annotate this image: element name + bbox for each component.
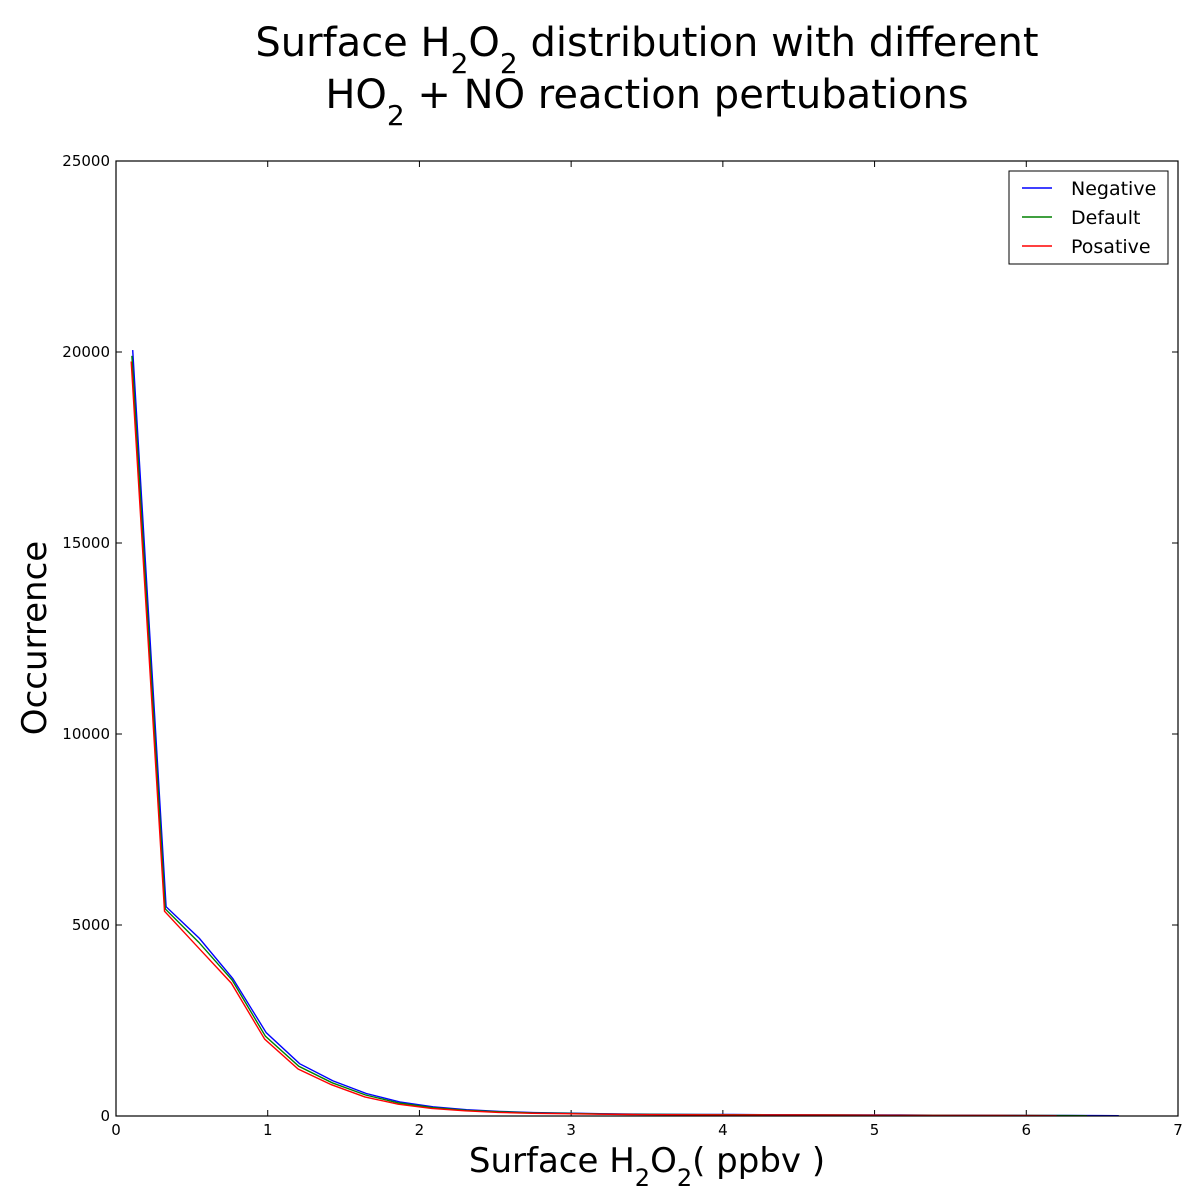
series-line-negative	[132, 350, 1119, 1117]
x-tick-label: 2	[415, 1121, 425, 1139]
series-line-posative	[130, 361, 1057, 1117]
legend: Negative Default Posative	[1008, 170, 1169, 265]
x-tick-label: 4	[718, 1121, 728, 1139]
y-tick-label: 20000	[62, 343, 110, 361]
y-axis-label: Occurrence	[15, 541, 55, 735]
x-tick-label: 5	[870, 1121, 880, 1139]
legend-label-negative: Negative	[1071, 178, 1156, 200]
x-axis-label: Surface H2O2( ppbv )	[469, 1141, 825, 1192]
x-tick-label: 6	[1022, 1121, 1032, 1139]
y-tick-label: 10000	[62, 725, 110, 743]
chart-title-line-2: HO2 + NO reaction pertubations	[325, 72, 968, 132]
axis-ticks: 0 1 2 3 4 5 6 7 0 5000 10000 15000 20000 25000	[62, 152, 1182, 1139]
series-lines	[130, 350, 1119, 1117]
legend-label-posative: Posative	[1071, 236, 1151, 258]
x-tick-label: 0	[111, 1121, 121, 1139]
y-tick-label: 15000	[62, 534, 110, 552]
y-tick-label: 0	[100, 1107, 110, 1125]
x-tick-label: 1	[263, 1121, 273, 1139]
legend-items: Negative Default Posative	[1022, 178, 1156, 258]
y-tick-label: 25000	[62, 152, 110, 170]
legend-label-default: Default	[1071, 207, 1140, 229]
chart-title-line-1: Surface H2O2 distribution with different	[255, 20, 1038, 80]
x-tick-label: 3	[566, 1121, 576, 1139]
plot-area: 0 1 2 3 4 5 6 7 0 5000 10000 15000 20000 25000	[62, 152, 1182, 1139]
y-tick-label: 5000	[72, 916, 110, 934]
plot-frame	[115, 160, 1179, 1117]
x-tick-label: 7	[1173, 1121, 1183, 1139]
series-line-default	[131, 355, 1088, 1117]
